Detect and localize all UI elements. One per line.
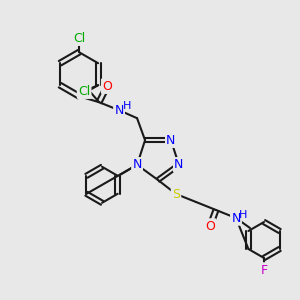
Text: S: S <box>172 188 180 200</box>
Text: N: N <box>132 158 142 171</box>
Text: Cl: Cl <box>78 85 90 98</box>
Text: H: H <box>239 210 247 220</box>
Text: O: O <box>102 80 112 93</box>
Text: N: N <box>114 104 124 117</box>
Text: H: H <box>123 101 131 111</box>
Text: N: N <box>166 134 176 147</box>
Text: O: O <box>205 220 215 232</box>
Text: F: F <box>260 263 268 277</box>
Text: N: N <box>231 212 241 224</box>
Text: Cl: Cl <box>73 32 85 45</box>
Text: N: N <box>174 158 184 171</box>
